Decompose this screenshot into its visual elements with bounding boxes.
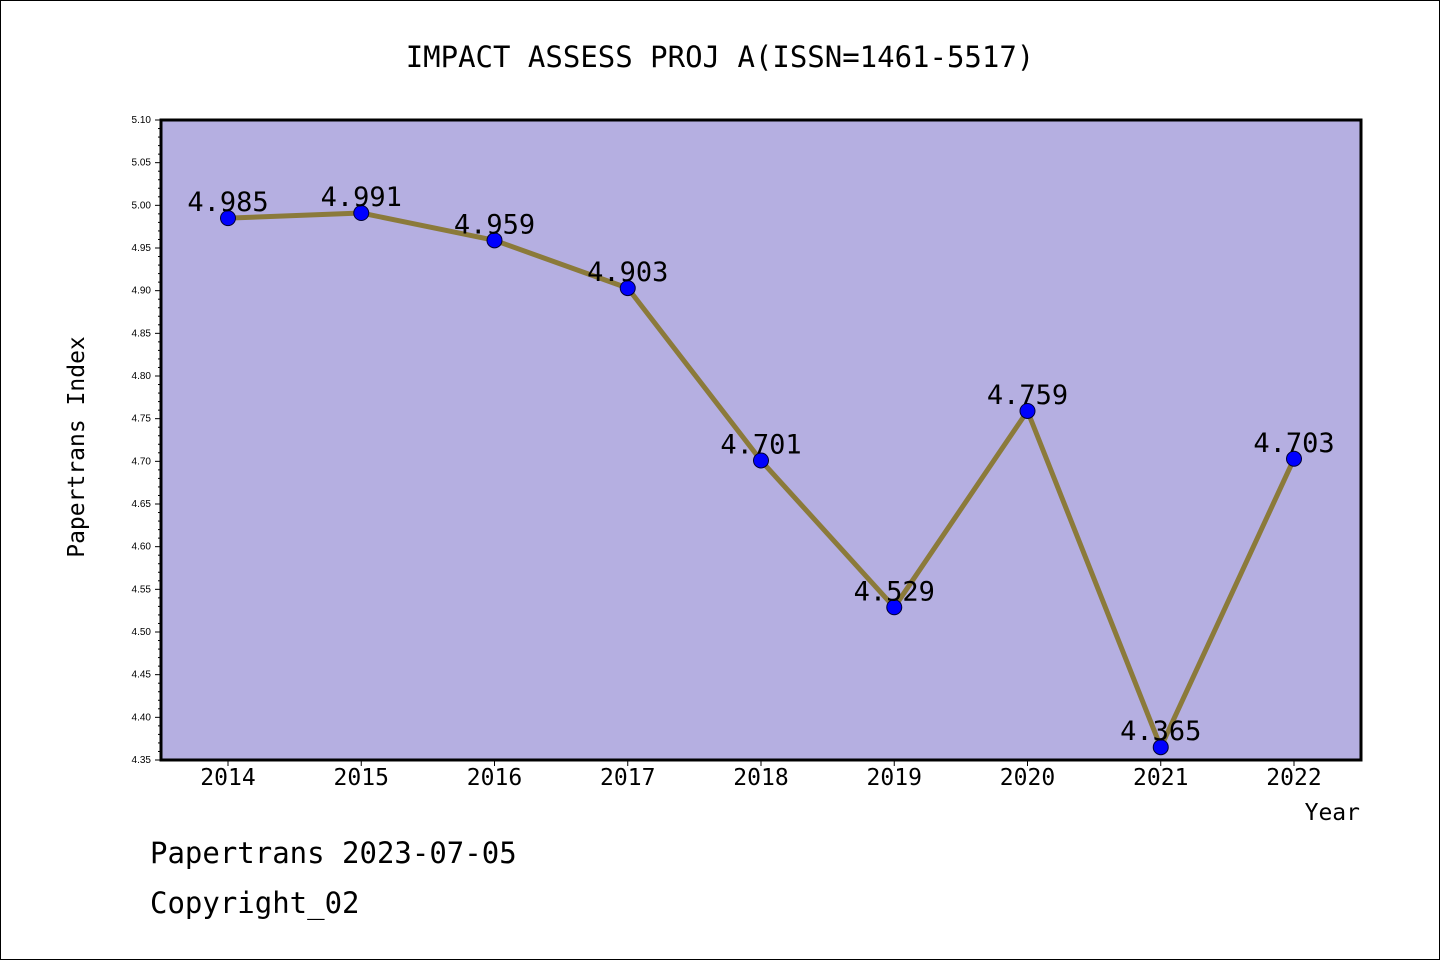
data-label: 4.759 xyxy=(987,380,1068,411)
x-tick-label: 2018 xyxy=(733,765,788,791)
y-tick-label: 4.85 xyxy=(132,328,152,339)
x-tick-label: 2020 xyxy=(1000,765,1055,791)
y-tick-label: 4.55 xyxy=(132,584,152,595)
y-tick-label: 4.35 xyxy=(132,755,152,766)
x-tick-label: 2019 xyxy=(867,765,922,791)
x-tick-label: 2017 xyxy=(600,765,655,791)
y-tick-label: 4.65 xyxy=(132,499,152,510)
data-point xyxy=(1152,739,1169,756)
y-tick-label: 4.40 xyxy=(132,712,152,723)
data-label: 4.529 xyxy=(854,576,935,607)
y-tick-label: 4.95 xyxy=(132,243,152,254)
x-tick-label: 2022 xyxy=(1266,765,1321,791)
x-axis: 2014 2015 2016 2017 2018 2019 2020 2021 2022 xyxy=(200,760,1322,791)
y-tick-label: 5.10 xyxy=(132,115,152,126)
y-axis: 4.35 4.40 4.45 4.50 4.55 4.60 4.65 4.70 4.75 4.80… xyxy=(132,115,161,766)
y-tick-label: 4.50 xyxy=(132,627,152,638)
data-label: 4.703 xyxy=(1253,428,1334,459)
data-label: 4.985 xyxy=(187,187,268,218)
data-point xyxy=(1019,402,1036,419)
y-tick-label: 4.90 xyxy=(132,286,152,297)
y-tick-label: 4.80 xyxy=(132,371,152,382)
data-point xyxy=(1286,450,1302,467)
y-tick-label: 4.75 xyxy=(132,414,152,425)
data-label: 4.959 xyxy=(454,209,535,240)
y-tick-label: 5.05 xyxy=(132,158,152,169)
series-markers xyxy=(220,205,1302,756)
data-point xyxy=(486,232,503,249)
data-point xyxy=(220,210,236,227)
data-label: 4.365 xyxy=(1120,716,1201,747)
data-label: 4.701 xyxy=(720,429,801,460)
chart-title: IMPACT ASSESS PROJ A(ISSN=1461-5517) xyxy=(406,40,1035,74)
footer-copyright: Copyright_02 xyxy=(150,886,360,920)
x-tick-label: 2014 xyxy=(200,765,255,791)
data-point xyxy=(353,205,370,222)
data-label: 4.991 xyxy=(321,182,402,213)
x-tick-label: 2021 xyxy=(1133,765,1188,791)
x-tick-label: 2016 xyxy=(467,765,522,791)
data-point xyxy=(753,452,769,469)
y-tick-label: 4.70 xyxy=(132,456,152,467)
data-point xyxy=(886,599,903,616)
y-tick-label: 5.00 xyxy=(132,200,152,211)
data-labels: 4.985 4.991 4.959 4.903 4.701 4.529 4.759 4.365… xyxy=(187,182,1334,747)
x-axis-label: Year xyxy=(1305,800,1360,826)
y-tick-label: 4.45 xyxy=(132,670,152,681)
footer-date: Papertrans 2023-07-05 xyxy=(150,836,517,870)
data-label: 4.903 xyxy=(587,257,668,288)
data-point xyxy=(619,280,636,297)
y-tick-label: 4.60 xyxy=(132,542,152,553)
y-axis-label: Papertrans Index xyxy=(64,336,90,558)
x-tick-label: 2015 xyxy=(334,765,389,791)
plot-area xyxy=(159,118,1363,762)
